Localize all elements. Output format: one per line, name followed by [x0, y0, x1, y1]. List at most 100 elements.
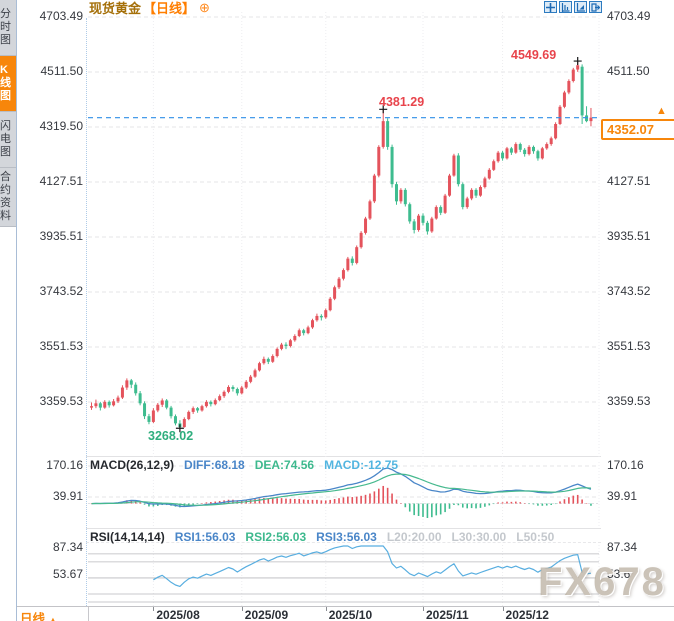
candle-body: [266, 358, 270, 362]
macd-histogram-bar: [333, 499, 336, 504]
x-axis-tick: [423, 607, 424, 611]
macd-histogram-bar: [501, 502, 504, 504]
candle-body: [209, 401, 213, 405]
candle-body: [448, 175, 452, 196]
chart-settings-icon[interactable]: ⊕: [199, 0, 210, 15]
sidebar-item-lightning[interactable]: 闪电图: [0, 112, 16, 168]
macd-histogram-bar: [179, 503, 181, 508]
macd-histogram-bar: [470, 503, 473, 509]
candle-body: [470, 189, 474, 199]
move-crosshair-icon[interactable]: [544, 1, 557, 13]
candle-body: [262, 358, 266, 364]
x-axis-line: [17, 606, 674, 607]
x-axis-tick: [502, 607, 504, 611]
candle-body: [359, 232, 363, 248]
y-axis-label: 4319.50: [39, 119, 83, 133]
macd-histogram-bar: [523, 503, 526, 504]
macd-histogram-bar: [435, 503, 438, 516]
y-axis-zoom-icon[interactable]: [559, 1, 572, 13]
candle-body: [249, 376, 253, 382]
macd-histogram-bar: [148, 503, 150, 507]
macd-histogram-bar: [364, 494, 367, 504]
macd-histogram-bar: [201, 503, 203, 504]
candle-body: [439, 207, 443, 213]
macd-histogram-bar: [550, 503, 552, 506]
sidebar-item-kline[interactable]: K线图: [0, 56, 16, 112]
candle-body: [204, 401, 208, 407]
x-axis-label: 2025/08: [156, 608, 200, 621]
candle-body: [589, 117, 593, 122]
macd-histogram-bar: [408, 503, 411, 512]
macd-params: MACD(26,12,9): [90, 458, 175, 472]
rsi-top-dashed-line: [86, 542, 601, 543]
candle-body: [505, 148, 509, 159]
candle-body: [514, 144, 518, 153]
candle-body: [571, 69, 575, 82]
macd-histogram-bar: [386, 487, 389, 504]
y-axis-label: 3935.51: [39, 229, 83, 243]
sidebar-item-contract-info[interactable]: 合约资料: [0, 168, 16, 227]
candle-body: [558, 106, 562, 124]
candle-body: [129, 380, 133, 385]
macd-histogram-bar: [316, 499, 318, 504]
candle-body: [227, 386, 231, 392]
macd-histogram-bar: [563, 499, 566, 504]
macd-histogram-bar: [528, 503, 530, 505]
candle-body: [147, 416, 151, 422]
rsi-indicator-chart: [88, 545, 600, 607]
x-axis-zoom-icon[interactable]: [574, 1, 587, 13]
candle-body: [483, 178, 487, 188]
macd-histogram-bar: [519, 502, 522, 504]
macd-dea-line: [91, 473, 591, 506]
y-axis-label: 4703.49: [607, 9, 651, 23]
macd-histogram-bar: [559, 501, 561, 504]
macd-histogram-bar: [545, 503, 548, 506]
candle-body: [315, 315, 319, 321]
chevron-up-icon: ▲: [48, 615, 58, 621]
macd-histogram-bar: [541, 503, 544, 506]
y-axis-label: 3743.52: [607, 284, 651, 298]
candle-body: [284, 344, 288, 347]
macd-rsi-divider: [86, 528, 601, 529]
candle-body: [536, 151, 540, 159]
period-selector[interactable]: 日线 ▲: [20, 608, 57, 621]
macd-histogram-bar: [585, 503, 588, 504]
macd-histogram-bar: [271, 498, 274, 504]
macd-histogram-bar: [515, 501, 517, 504]
annotation-low: 3268.02: [148, 429, 194, 443]
main-candlestick-chart[interactable]: [88, 12, 601, 458]
candle-body: [94, 403, 98, 407]
x-axis-tick: [325, 607, 327, 611]
macd-histogram-bar: [214, 501, 217, 504]
candle-body: [324, 310, 328, 318]
macd-histogram-bar: [554, 503, 557, 505]
y-axis-label: 3359.53: [39, 394, 83, 408]
candle-body: [501, 152, 505, 159]
rsi-axis-label: 87.34: [52, 540, 83, 554]
macd-histogram-bar: [369, 493, 371, 504]
current-price-box: 4352.07: [601, 118, 674, 140]
macd-histogram-bar: [355, 496, 358, 504]
macd-histogram-bar: [488, 503, 491, 506]
y-axis-label: 3935.51: [607, 229, 651, 243]
x-axis-tick: [153, 607, 155, 611]
candle-body: [143, 403, 147, 417]
period-tag: 【日线】: [143, 1, 196, 16]
macd-histogram-bar: [126, 500, 128, 504]
macd-histogram-bar: [484, 503, 486, 507]
macd-histogram-bar: [475, 503, 477, 509]
exit-chart-icon[interactable]: [589, 1, 602, 13]
sidebar-item-timeshare[interactable]: 分时图: [0, 0, 16, 56]
candle-body: [244, 381, 248, 388]
x-axis-label: 2025/09: [244, 608, 289, 621]
price-arrow-icon: ▲: [656, 104, 667, 117]
rsi1-value: RSI1:56.03: [174, 530, 236, 544]
candle-body: [576, 65, 580, 70]
candle-body: [103, 401, 107, 408]
annotation-high: 4549.69: [511, 48, 557, 62]
macd-histogram-bar: [210, 502, 212, 504]
candle-body: [120, 387, 124, 398]
macd-histogram-bar: [254, 499, 256, 504]
candle-body: [213, 400, 217, 405]
candle-body: [509, 148, 513, 153]
